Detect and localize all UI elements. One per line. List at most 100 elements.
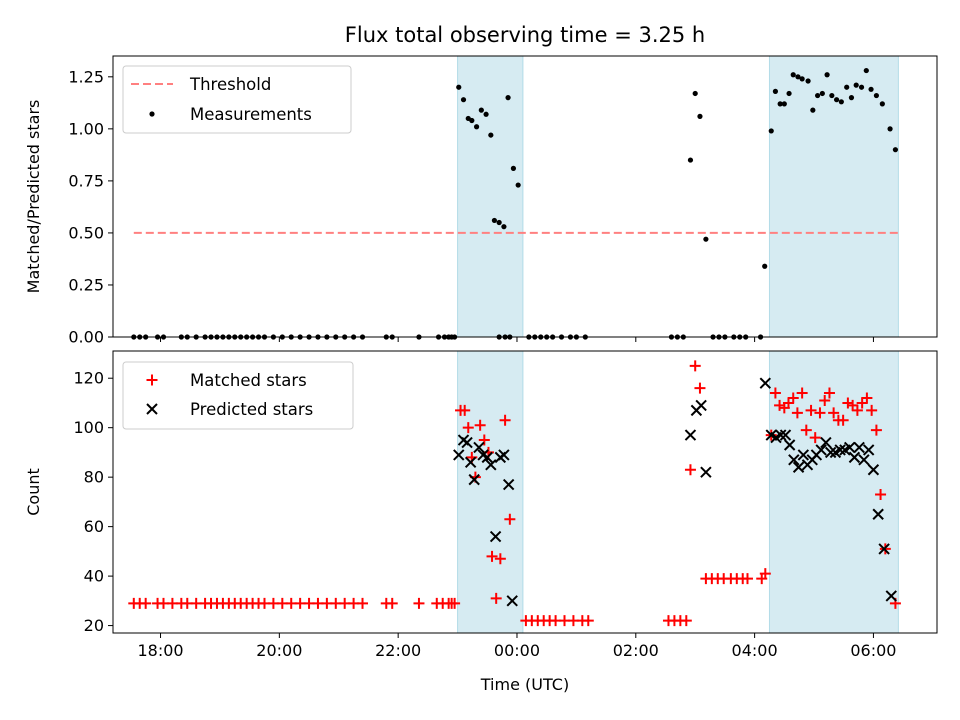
top-shaded-interval-1 [768, 55, 899, 338]
measurement-point [777, 101, 783, 107]
predicted-star-point [788, 454, 800, 466]
matched-star-point [490, 592, 502, 604]
matched-star-point [814, 407, 826, 419]
predicted-star-point [481, 451, 493, 464]
bottom-shaded-interval-0 [457, 350, 524, 634]
matched-star-point [449, 597, 461, 609]
measurement-point [772, 88, 779, 94]
top-axes-frame [112, 55, 938, 338]
matched-star-point [856, 397, 868, 409]
measurement-point [501, 224, 507, 230]
measurement-point [829, 92, 835, 99]
predicted-star-point [775, 429, 787, 441]
matched-star-point [486, 550, 498, 562]
predicted-star-point [498, 449, 510, 461]
predicted-star-point [843, 441, 856, 454]
predicted-star-point [502, 478, 515, 491]
bottom-legend: Matched stars Predicted stars [122, 361, 354, 430]
predicted-star-point [759, 377, 772, 389]
top-y-axis-label: Matched/Predicted stars [24, 100, 43, 294]
top-panel: 0.00 0.25 0.50 0.75 1.00 1.25 Matched/Predicte… [24, 55, 938, 347]
measurement-point [510, 165, 517, 171]
matched-star-point [504, 513, 516, 525]
matched-star-point [837, 414, 849, 426]
predicted-star-point [885, 590, 897, 602]
matched-star-point [875, 488, 887, 500]
predicted-star-point [848, 451, 861, 464]
predicted-star-point [867, 464, 880, 476]
predicted-star-point [834, 444, 846, 456]
predicted-star-point [461, 436, 473, 449]
predicted-star-point [858, 454, 870, 466]
measurement-point [488, 132, 494, 138]
bottom-shaded-intervals [457, 350, 899, 634]
measurement-point [515, 182, 521, 188]
matched-star-point [819, 394, 831, 406]
measurement-point [456, 84, 462, 90]
matched-star-point [680, 615, 692, 627]
legend-predicted-swatch [146, 403, 158, 415]
matched-star-point [759, 568, 771, 580]
matched-star-point [140, 597, 152, 609]
predicted-star-point [453, 449, 465, 461]
matched-star-point [809, 432, 821, 444]
predicted-star-point [464, 456, 477, 469]
measurement-point [491, 217, 498, 224]
measurement-point [799, 76, 805, 82]
measurement-point [858, 84, 865, 90]
matched-star-point [474, 419, 486, 431]
legend-measurements-swatch [149, 111, 155, 117]
measurement-point [824, 72, 830, 78]
matched-star-point [870, 424, 882, 436]
measurement-point [473, 124, 480, 130]
bottom-xtick-label: 04:00 [732, 641, 778, 660]
top-ytick-label: 0.75 [68, 171, 104, 190]
matched-star-point [805, 404, 817, 416]
matched-star-point [782, 397, 794, 409]
predicted-star-point [878, 543, 890, 555]
bottom-ytick-label: 120 [73, 369, 104, 388]
measurement-point [762, 263, 768, 269]
matched-star-point [357, 597, 369, 609]
matched-star-point [828, 407, 840, 419]
legend-matched-label: Matched stars [190, 371, 307, 390]
matched-star-point [787, 392, 799, 404]
bottom-ytick-label: 100 [73, 418, 104, 437]
bottom-xtick-label: 22:00 [375, 641, 421, 660]
measurement-point [505, 95, 511, 101]
matched-star-point [459, 404, 471, 416]
bottom-xtick-label: 02:00 [613, 641, 659, 660]
bottom-ytick-label: 20 [84, 616, 104, 635]
top-shaded-interval-0 [457, 55, 524, 338]
legend-predicted-label: Predicted stars [190, 400, 313, 419]
matched-star-point [386, 597, 398, 609]
matched-star-point [684, 464, 696, 476]
measurement-point [483, 111, 489, 117]
chart-title: Flux total observing time = 3.25 h [345, 23, 705, 47]
matched-star-point [851, 404, 863, 416]
matched-star-point [769, 387, 781, 399]
measurement-point [795, 74, 801, 80]
measurement-point [863, 67, 869, 74]
matched-star-point [866, 404, 878, 416]
top-legend: Threshold Measurements [122, 65, 352, 134]
matched-star-point [842, 397, 854, 409]
measurement-point [790, 72, 796, 78]
measurement-point [460, 97, 467, 103]
measurement-point [868, 86, 874, 92]
measurement-point [810, 107, 816, 113]
matched-star-point [494, 553, 506, 565]
measurement-point [781, 101, 787, 107]
matched-star-point [689, 360, 701, 372]
matched-star-point [582, 615, 594, 627]
matched-star-point [694, 382, 706, 394]
measurement-point [469, 117, 475, 124]
bottom-xtick-label: 18:00 [137, 641, 183, 660]
predicted-star-point [700, 466, 712, 478]
measurement-point [697, 113, 703, 119]
predicted-star-point [797, 449, 810, 461]
top-axes: 0.00 0.25 0.50 0.75 1.00 1.25 Matched/Predicte… [24, 55, 938, 347]
predicted-star-point [468, 473, 480, 486]
predicted-star-point [779, 429, 792, 441]
